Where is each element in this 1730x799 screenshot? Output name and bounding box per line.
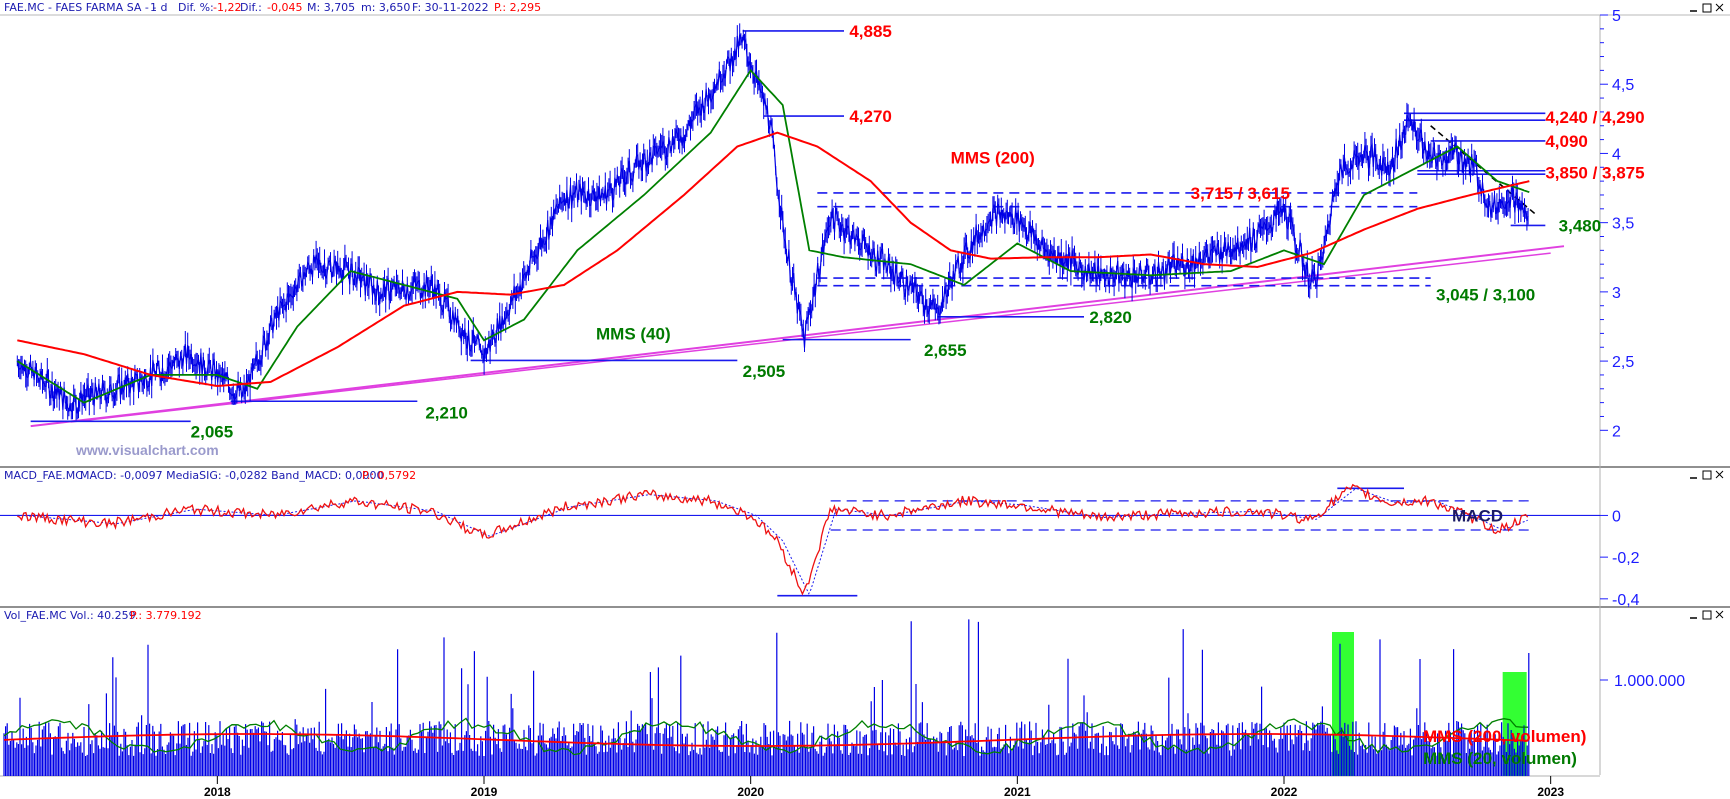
x-tick-label: 2018 xyxy=(204,785,231,799)
volume-mms20-label: MMS (20, volumen) xyxy=(1423,749,1577,768)
close-icon[interactable] xyxy=(1715,470,1724,479)
price-header: FAE.MC - FAES FARMA SA - - 1 d Dif. %: -… xyxy=(4,1,541,14)
maximize-icon[interactable] xyxy=(1702,3,1712,13)
volume-bars: MMS (200, volumen) MMS (20, volumen) xyxy=(3,619,1586,776)
annotation-label: MMS (40) xyxy=(596,324,671,343)
price-tick-label: 2,5 xyxy=(1612,354,1634,371)
price-tick-label: 3 xyxy=(1612,285,1621,302)
macd-header: MACD_FAE.MC MACD: -0,0097 MediaSIG: -0,0… xyxy=(4,469,416,482)
header-max: M: 3,705 xyxy=(307,1,355,14)
volume-mms20-line xyxy=(3,717,1528,756)
volume-header-p: P.: 3.779.192 xyxy=(130,609,202,622)
annotation-label: MMS (200) xyxy=(951,149,1035,168)
macd-header-values: MACD: -0,0097 MediaSIG: -0,0282 Band_MAC… xyxy=(80,469,383,482)
macd-label: MACD xyxy=(1452,506,1503,525)
annotation-label: 4,270 xyxy=(849,107,892,126)
header-diff-label: Dif.: xyxy=(240,1,262,14)
macd-tick-label: -0,2 xyxy=(1612,550,1640,567)
macd-tick-label: 0 xyxy=(1612,508,1621,525)
volume-header-values: Vol.: 40.259 xyxy=(70,609,136,622)
header-period: 1 d xyxy=(150,1,167,14)
annotation-label: 4,240 / 4,290 xyxy=(1545,108,1644,127)
watermark: www.visualchart.com xyxy=(75,442,219,458)
annotation-label: 2,820 xyxy=(1089,308,1132,327)
window-buttons-price xyxy=(1690,3,1724,13)
price-tick-label: 2 xyxy=(1612,423,1621,440)
annotation-label: 2,505 xyxy=(743,362,786,381)
price-tick-label: 4 xyxy=(1612,146,1621,163)
x-tick-label: 2020 xyxy=(737,785,764,799)
price-tick-label: 5 xyxy=(1612,8,1621,25)
x-tick-label: 2019 xyxy=(471,785,498,799)
annotation-label: 3,715 / 3,615 xyxy=(1191,184,1290,203)
x-tick-label: 2022 xyxy=(1271,785,1298,799)
volume-mms200-line xyxy=(3,733,1529,747)
close-icon[interactable] xyxy=(1715,610,1724,619)
close-icon[interactable] xyxy=(1715,3,1724,12)
mms200-line xyxy=(17,131,1530,388)
maximize-icon[interactable] xyxy=(1702,470,1712,480)
header-symbol: FAE.MC - FAES FARMA SA - - xyxy=(4,1,156,14)
header-change-label: Dif. %: xyxy=(178,1,214,14)
price-series xyxy=(16,23,1530,421)
header-p: P.: 2,295 xyxy=(494,1,541,14)
x-axis: 2018 2019 2020 2021 2022 2023 xyxy=(204,776,1564,799)
volume-header-symbol: Vol_FAE.MC xyxy=(4,609,67,622)
annotation-label: 2,065 xyxy=(191,423,234,442)
macd-panel: MACD xyxy=(0,483,1600,597)
mms40-line xyxy=(16,68,1530,404)
support-trendline-2 xyxy=(70,252,1551,423)
window-buttons-volume xyxy=(1690,610,1724,620)
macd-tick-label: -0,4 xyxy=(1612,592,1640,609)
annotation-label: 2,655 xyxy=(924,341,967,360)
header-change-pct: -1,22 xyxy=(213,1,241,14)
price-y-axis: 2 2,5 3 3,5 4 4,5 5 0 -0,2 -0,4 1.000.000 xyxy=(1600,8,1685,690)
annotation-label: 3,045 / 3,100 xyxy=(1436,286,1535,305)
annotation-label: 4,885 xyxy=(849,22,892,41)
macd-line xyxy=(17,483,1529,596)
annotation-label: 4,090 xyxy=(1545,132,1588,151)
volume-header: Vol_FAE.MC Vol.: 40.259 P.: 3.779.192 xyxy=(4,609,202,622)
macd-header-symbol: MACD_FAE.MC xyxy=(4,469,83,482)
macd-header-p: P.: 0,5792 xyxy=(362,469,416,482)
annotation-label: 3,850 / 3,875 xyxy=(1545,164,1644,183)
level-annotations: 4,885 4,270 MMS (200) 3,715 / 3,615 4,240 / … xyxy=(191,22,1645,442)
annotation-label: 2,210 xyxy=(425,403,468,422)
volume-histogram xyxy=(3,619,1530,776)
x-tick-label: 2023 xyxy=(1537,785,1564,799)
maximize-icon[interactable] xyxy=(1702,610,1712,620)
window-buttons-macd xyxy=(1690,470,1724,480)
price-tick-label: 4,5 xyxy=(1612,77,1634,94)
header-date: F: 30-11-2022 xyxy=(412,1,489,14)
annotation-label: 3,480 xyxy=(1559,216,1602,235)
volume-mms200-label: MMS (200, volumen) xyxy=(1423,727,1586,746)
header-diff: -0,045 xyxy=(267,1,302,14)
header-min: m: 3,650 xyxy=(361,1,410,14)
price-tick-label: 3,5 xyxy=(1612,216,1634,233)
volume-tick-label: 1.000.000 xyxy=(1614,673,1685,690)
x-tick-label: 2021 xyxy=(1004,785,1031,799)
